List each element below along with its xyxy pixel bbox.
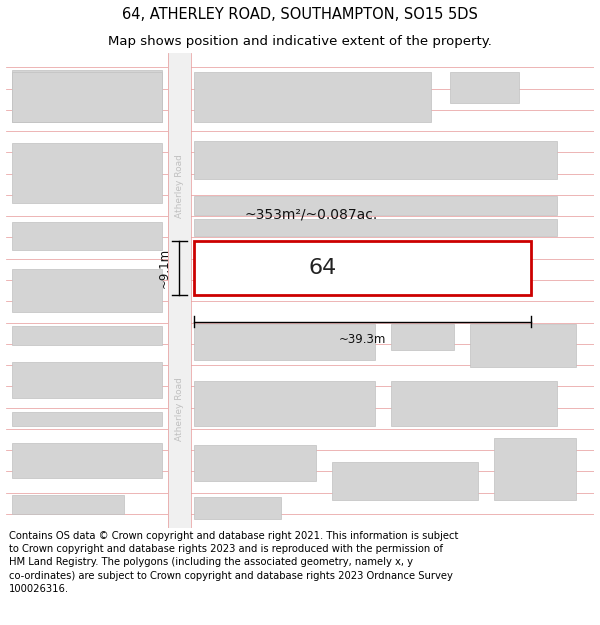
Bar	[194, 219, 557, 236]
Text: 64, ATHERLEY ROAD, SOUTHAMPTON, SO15 5DS: 64, ATHERLEY ROAD, SOUTHAMPTON, SO15 5DS	[122, 8, 478, 22]
Bar	[12, 495, 124, 514]
Bar	[12, 412, 162, 426]
Bar	[194, 324, 376, 359]
Bar	[168, 53, 191, 528]
Bar	[332, 462, 478, 499]
Bar	[12, 72, 162, 122]
Text: ~9.1m: ~9.1m	[158, 248, 170, 288]
Bar	[194, 141, 557, 179]
Text: Atherley Road: Atherley Road	[175, 378, 184, 441]
Bar	[12, 269, 162, 312]
Bar	[470, 324, 577, 367]
Bar	[450, 72, 519, 103]
Text: Contains OS data © Crown copyright and database right 2021. This information is : Contains OS data © Crown copyright and d…	[9, 531, 458, 594]
Bar	[494, 438, 577, 499]
Bar	[391, 324, 454, 350]
Bar	[12, 70, 162, 122]
Bar	[12, 222, 162, 250]
Bar	[194, 72, 431, 122]
Bar	[12, 362, 162, 398]
Bar	[391, 381, 557, 426]
Text: Atherley Road: Atherley Road	[175, 154, 184, 218]
Bar	[12, 442, 162, 478]
Text: ~353m²/~0.087ac.: ~353m²/~0.087ac.	[245, 208, 378, 222]
Bar	[194, 498, 281, 519]
Text: ~39.3m: ~39.3m	[339, 333, 386, 346]
Bar	[194, 241, 531, 296]
Bar	[194, 196, 557, 214]
Bar	[194, 381, 376, 426]
Text: Map shows position and indicative extent of the property.: Map shows position and indicative extent…	[108, 35, 492, 48]
Bar	[12, 143, 162, 202]
Bar	[12, 326, 162, 345]
Text: 64: 64	[308, 258, 336, 278]
Bar	[194, 445, 316, 481]
